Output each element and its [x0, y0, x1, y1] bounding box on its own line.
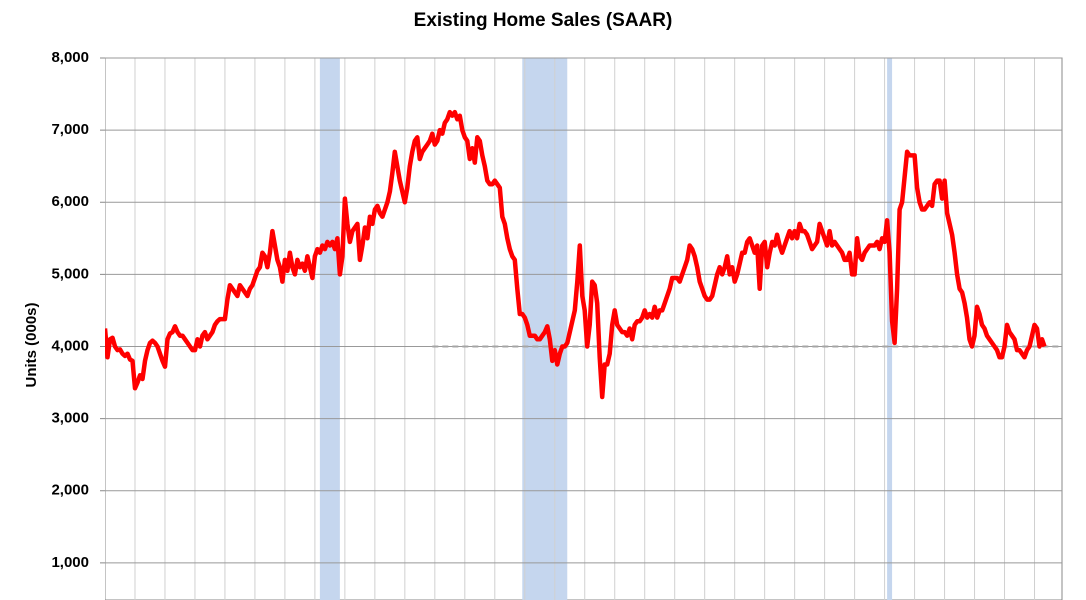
chart-title: Existing Home Sales (SAAR) [414, 10, 673, 31]
y-tick-label: 8,000 [51, 49, 89, 66]
data-line [105, 109, 1047, 400]
y-tick-label: 1,000 [51, 554, 89, 571]
y-tick-label: 2,000 [51, 482, 89, 499]
y-tick-label: 6,000 [51, 193, 89, 210]
recession-band [319, 58, 340, 600]
plot-area [105, 57, 1063, 600]
y-tick-label: 3,000 [51, 410, 89, 427]
y-tick-label: 5,000 [51, 265, 89, 282]
y-axis-label: Units (000s) [23, 302, 40, 387]
y-tick-label: 7,000 [51, 121, 89, 138]
recession-band [887, 58, 893, 600]
plot-background [105, 57, 1063, 600]
y-tick-label: 4,000 [51, 337, 89, 354]
